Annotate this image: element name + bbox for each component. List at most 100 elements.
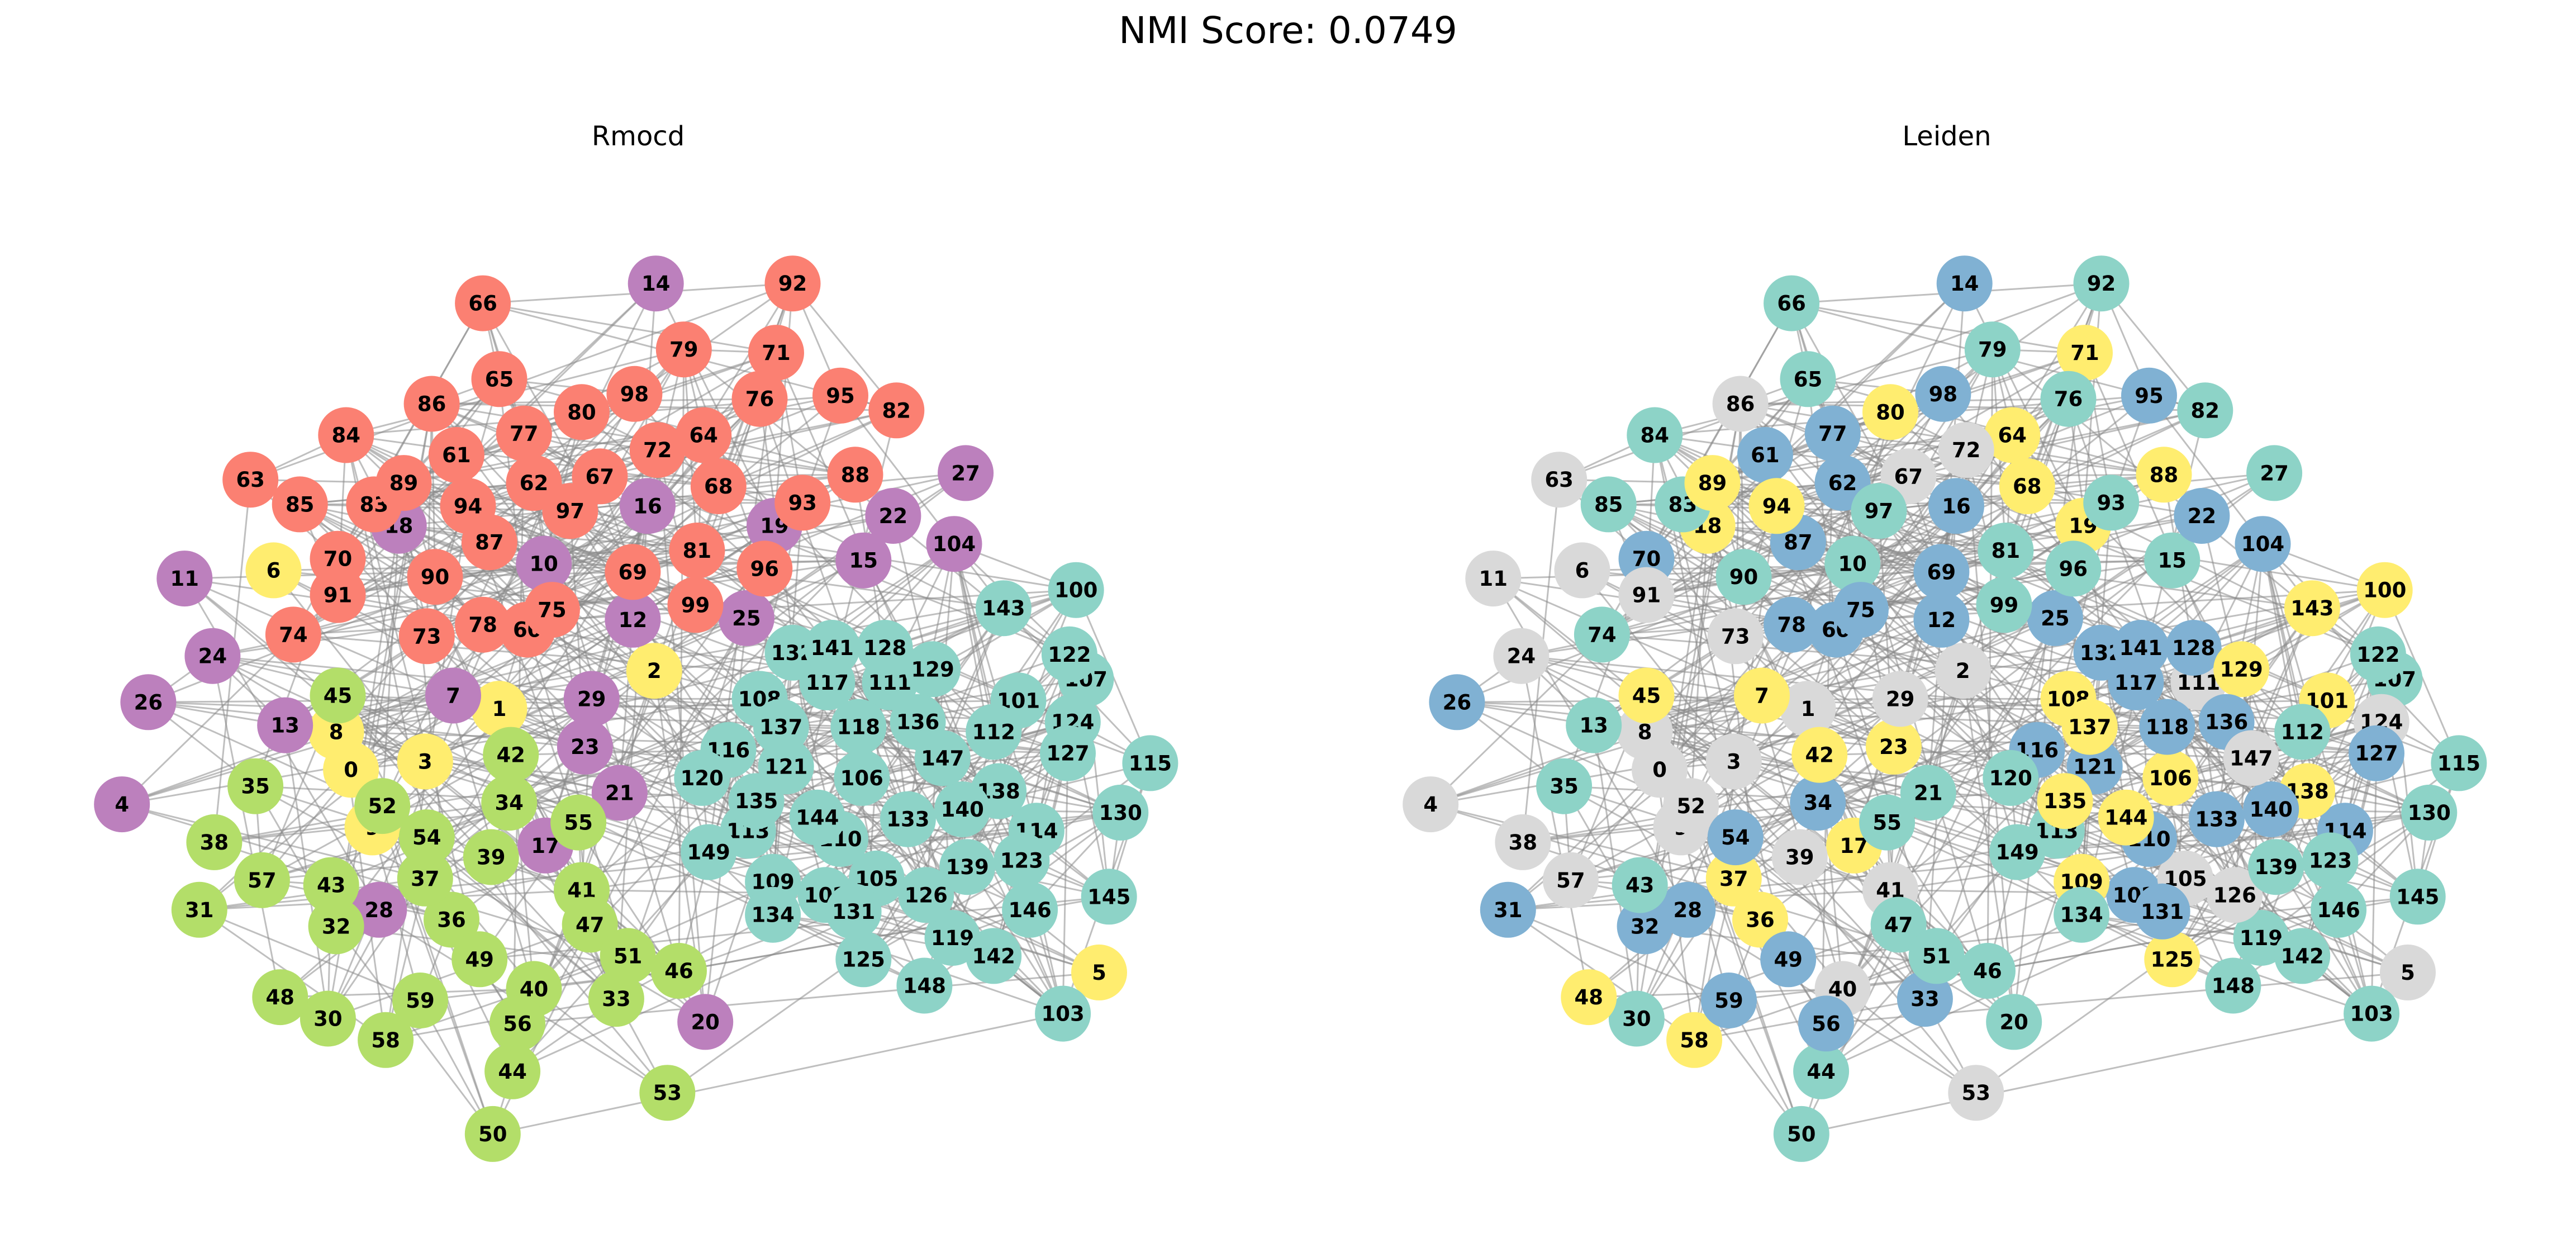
graph-node-97: 97 [1851, 483, 1907, 539]
graph-node-50: 50 [464, 1106, 521, 1162]
node-label: 47 [1884, 913, 1913, 937]
node-label: 135 [735, 789, 778, 813]
node-circle [926, 516, 982, 572]
graph-node-74: 74 [265, 606, 321, 663]
node-label: 148 [2212, 974, 2255, 998]
node-label: 13 [1579, 714, 1608, 738]
node-label: 63 [236, 468, 265, 492]
graph-node-127: 127 [1040, 725, 1096, 781]
node-circle [184, 628, 241, 684]
graph-node-122: 122 [2350, 626, 2406, 682]
node-circle [667, 577, 724, 633]
graph-node-125: 125 [2144, 931, 2200, 988]
graph-node-89: 89 [376, 455, 432, 511]
node-label: 49 [465, 947, 494, 971]
node-circle [1737, 426, 1793, 483]
node-circle [914, 730, 971, 786]
graph-node-140: 140 [934, 781, 991, 837]
graph-node-82: 82 [2177, 382, 2233, 439]
graph-node-142: 142 [966, 928, 1022, 984]
graph-node-47: 47 [1870, 897, 1927, 953]
node-label: 54 [1721, 826, 1750, 850]
graph-edge [907, 608, 1005, 820]
node-label: 96 [750, 557, 780, 581]
node-circle [1627, 407, 1683, 463]
node-label: 34 [495, 791, 524, 815]
graph-node-79: 79 [1964, 321, 2021, 378]
graph-node-85: 85 [272, 476, 328, 533]
node-label: 2 [1956, 659, 1970, 683]
graph-node-23: 23 [557, 718, 613, 775]
node-label: 65 [485, 367, 514, 391]
node-label: 122 [2356, 643, 2399, 667]
node-label: 70 [324, 547, 353, 571]
node-circle [626, 643, 682, 699]
graph-node-54: 54 [1707, 809, 1764, 866]
node-label: 143 [2290, 596, 2333, 620]
node-label: 103 [2350, 1002, 2393, 1026]
node-circle [2311, 881, 2367, 938]
node-circle [440, 478, 496, 534]
node-label: 20 [1999, 1010, 2028, 1034]
node-label: 79 [669, 338, 698, 362]
node-circle [1580, 476, 1637, 533]
node-circle [2098, 789, 2154, 846]
node-label: 37 [411, 867, 440, 891]
node-circle [252, 969, 308, 1026]
graph-node-20: 20 [677, 994, 734, 1050]
node-circle [1495, 814, 1551, 870]
node-circle [774, 475, 831, 531]
node-circle [171, 881, 227, 938]
node-label: 69 [619, 560, 648, 584]
node-circle [669, 523, 725, 578]
node-label: 86 [1726, 392, 1755, 416]
graph-node-84: 84 [1627, 407, 1683, 463]
graph-edge [759, 399, 819, 818]
graph-node-48: 48 [252, 969, 308, 1026]
node-circle [764, 255, 821, 312]
node-circle [1764, 596, 1820, 653]
node-circle [1760, 931, 1817, 988]
node-circle [2223, 730, 2279, 786]
graph-node-73: 73 [1707, 608, 1764, 665]
node-circle [639, 1065, 696, 1121]
node-circle [1701, 973, 1757, 1028]
node-circle [677, 994, 734, 1050]
node-label: 43 [317, 874, 346, 898]
node-label: 71 [2070, 341, 2099, 365]
graph-edge [1570, 698, 1901, 881]
node-label: 49 [1774, 947, 1803, 971]
graph-node-118: 118 [830, 699, 887, 755]
graph-node-112: 112 [2274, 704, 2331, 760]
graph-node-45: 45 [1618, 667, 1675, 724]
node-circle [2356, 562, 2413, 618]
graph-node-12: 12 [605, 591, 661, 648]
node-circle [1542, 852, 1599, 908]
node-label: 44 [1807, 1060, 1836, 1084]
graph-node-33: 33 [588, 971, 644, 1027]
node-label: 52 [368, 794, 397, 818]
node-circle [2027, 590, 2083, 646]
graph-node-149: 149 [681, 824, 737, 880]
node-circle [674, 750, 730, 806]
node-label: 137 [2068, 715, 2111, 739]
graph-edge [1581, 570, 1734, 762]
node-label: 64 [1998, 424, 2027, 448]
graph-node-89: 89 [1684, 455, 1741, 511]
graph-node-144: 144 [2098, 789, 2154, 846]
graph-edge [1819, 749, 2037, 756]
node-circle [966, 928, 1022, 984]
node-circle [1531, 452, 1588, 508]
graph-edge [2148, 395, 2313, 609]
node-label: 3 [418, 750, 432, 774]
node-label: 121 [764, 755, 807, 779]
graph-node-55: 55 [550, 794, 607, 851]
node-label: 0 [1652, 758, 1667, 782]
graph-node-90: 90 [1715, 549, 1772, 605]
node-circle [1824, 535, 1881, 592]
graph-node-1: 1 [1780, 681, 1836, 737]
graph-node-85: 85 [1580, 476, 1637, 533]
node-circle [2174, 488, 2230, 544]
node-label: 53 [653, 1081, 682, 1105]
node-circle [1684, 455, 1741, 511]
